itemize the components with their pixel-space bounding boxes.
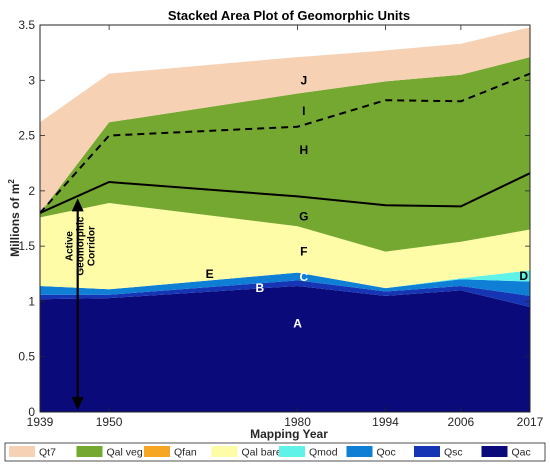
x-axis-label: Mapping Year — [250, 427, 328, 441]
region-label-i: I — [302, 104, 305, 118]
legend-swatch-qsc — [414, 446, 440, 457]
y-tick-label: 1 — [28, 294, 35, 308]
legend-label-qac: Qac — [512, 447, 531, 459]
plot-frame — [39, 24, 531, 413]
y-axis-label-main: Millions of m — [8, 184, 22, 257]
legend-swatch-qoc — [346, 446, 373, 457]
y-axis-label: Millions of m2 — [7, 179, 22, 257]
corridor-label-line: Active — [65, 231, 76, 261]
y-tick-label: 2.5 — [18, 129, 35, 143]
y-tick-label: 2 — [28, 184, 35, 198]
stacked-areas — [40, 27, 530, 412]
boundary-lines — [39, 72, 531, 214]
region-label-a: A — [293, 317, 302, 331]
area-qsc — [40, 280, 530, 307]
legend-swatch-qac — [481, 446, 508, 457]
legend-label-qal-bare: Qal bare — [242, 447, 282, 459]
area-qal-veg — [40, 57, 530, 252]
corridor-label-line: Geomorphic — [76, 216, 87, 275]
boundary-line-dashed — [39, 72, 531, 214]
region-label-d: D — [519, 269, 528, 283]
legend-swatch-qfan — [144, 446, 170, 457]
boundary-line-solid — [39, 172, 531, 214]
corridor-label-line: Corridor — [87, 226, 98, 266]
y-tick-label: 3 — [28, 73, 35, 87]
region-label-g: G — [299, 209, 308, 223]
region-label-f: F — [300, 245, 307, 259]
legend-swatch-qal-bare — [211, 446, 238, 457]
x-tick-label: 2017 — [517, 415, 544, 429]
region-label-b: B — [256, 281, 265, 295]
area-qt7 — [40, 27, 530, 213]
legend: Qt7 Qal veg Qfan Qal bare Qmod Qoc Qsc Qac — [4, 442, 546, 462]
x-tick-label: 1939 — [27, 415, 54, 429]
region-label-j: J — [301, 73, 308, 87]
legend-label-qmod: Qmod — [309, 447, 338, 459]
x-tick-label: 1994 — [372, 415, 399, 429]
legend-box — [4, 442, 546, 462]
corridor-arrowhead-top — [71, 198, 84, 212]
legend-swatch-qmod — [279, 446, 305, 457]
area-qac — [40, 285, 530, 412]
region-label-e: E — [206, 267, 214, 281]
corridor-label: ActiveGeomorphicCorridor — [65, 216, 98, 275]
region-labels: A B C D E F G H I J — [206, 73, 529, 330]
area-qoc — [40, 272, 530, 296]
x-tick-label: 2006 — [448, 415, 475, 429]
chart-title: Stacked Area Plot of Geomorphic Units — [168, 8, 410, 23]
y-axis-ticks: 0 0.5 1 1.5 2 2.5 3 3.5 — [18, 18, 530, 419]
legend-label-qfan: Qfan — [174, 447, 197, 459]
y-tick-label: 0 — [28, 405, 35, 419]
legend-swatch-qal-veg — [76, 446, 103, 457]
legend-label-qsc: Qsc — [444, 447, 463, 459]
x-axis-ticks: 1939 1950 1980 1994 2006 2017 — [27, 25, 544, 429]
legend-label-qal-veg: Qal veg — [107, 447, 143, 459]
legend-label-qoc: Qoc — [377, 447, 396, 459]
corridor-arrowhead-bottom — [71, 397, 84, 410]
y-tick-label: 1.5 — [18, 239, 35, 253]
y-axis-label-superscript: 2 — [7, 179, 16, 184]
area-qal-bare — [40, 203, 530, 290]
region-label-c: C — [300, 270, 309, 284]
x-tick-label: 1980 — [284, 415, 311, 429]
legend-label-qt7: Qt7 — [39, 447, 56, 459]
x-tick-label: 1950 — [96, 415, 123, 429]
y-tick-label: 0.5 — [18, 350, 35, 364]
y-tick-label: 3.5 — [18, 18, 35, 32]
legend-swatch-qt7 — [9, 446, 35, 457]
corridor-annotation: ActiveGeomorphicCorridor — [65, 198, 98, 410]
region-label-h: H — [300, 143, 309, 157]
